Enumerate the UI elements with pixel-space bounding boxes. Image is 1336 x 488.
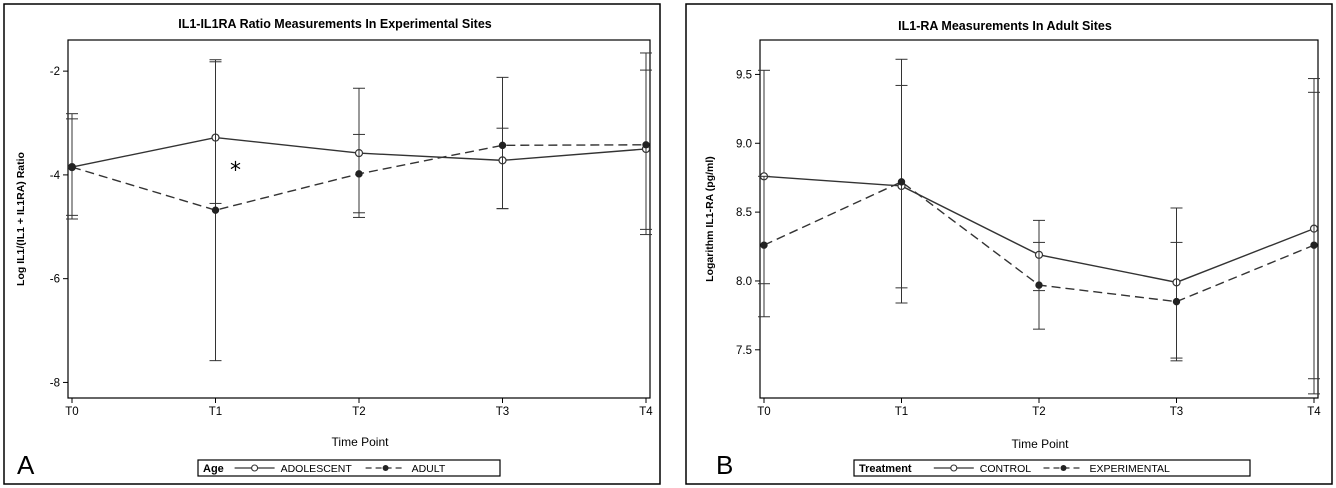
- x-axis-label: Time Point: [1012, 437, 1070, 451]
- x-tick-label: T1: [209, 406, 222, 418]
- x-tick-label: T2: [352, 406, 365, 418]
- y-axis-label: Logarithm IL1-RA (pg/ml): [704, 156, 716, 282]
- chart-panel-a: IL1-IL1RA Ratio Measurements In Experime…: [3, 3, 661, 485]
- x-tick-label: T4: [1307, 406, 1321, 418]
- chart-title: IL1-RA Measurements In Adult Sites: [898, 19, 1112, 33]
- data-point: [1310, 241, 1318, 249]
- y-tick-label: -2: [50, 66, 60, 78]
- data-point: [498, 141, 507, 150]
- legend-frame: [853, 459, 1251, 477]
- x-tick-label: T0: [757, 406, 770, 418]
- legend-entry-adult: ADULT: [412, 463, 446, 475]
- legend-marker: [251, 464, 259, 472]
- data-point: [897, 178, 906, 186]
- chart-title: IL1-IL1RA Ratio Measurements In Experime…: [178, 17, 492, 31]
- y-tick-label: 7.5: [736, 345, 752, 357]
- legend-entry-experimental: EXPERIMENTAL: [1090, 463, 1170, 475]
- panel-label: A: [17, 450, 35, 480]
- y-tick-label: 8.5: [736, 207, 752, 219]
- x-tick-label: T4: [639, 406, 653, 418]
- legend-frame: [197, 459, 501, 477]
- y-tick-label: 8.0: [736, 276, 752, 288]
- data-point: [1035, 281, 1043, 289]
- series-adult: [66, 52, 652, 362]
- chart-panel-b: IL1-RA Measurements In Adult Sites B T0 T1 T…: [685, 3, 1333, 485]
- legend-title: Age: [203, 463, 224, 475]
- y-tick-label: -8: [50, 377, 60, 389]
- legend: Age ADOLESCENT ADULT: [197, 459, 501, 477]
- x-tick-label: T1: [895, 406, 908, 418]
- panel-label: B: [716, 450, 733, 480]
- legend-marker: [950, 464, 958, 472]
- x-tick-label: T2: [1032, 406, 1045, 418]
- legend-entry-adolescent: ADOLESCENT: [281, 463, 353, 475]
- significance-annotation: *: [230, 159, 241, 184]
- series-experimental: [758, 58, 1320, 395]
- y-tick-label: 9.0: [736, 138, 752, 150]
- x-tick-label: T3: [496, 406, 509, 418]
- y-tick-label: -6: [50, 274, 60, 286]
- data-point: [355, 170, 363, 178]
- data-point: [760, 241, 768, 249]
- legend: Treatment CONTROL EXPERIMENTAL: [853, 459, 1251, 477]
- legend-entry-control: CONTROL: [980, 463, 1031, 475]
- y-axis-label: Log IL1/(IL1 + IL1RA) Ratio: [15, 152, 27, 286]
- legend-marker: [382, 465, 389, 471]
- legend-title: Treatment: [859, 463, 912, 475]
- y-tick-label: 9.5: [736, 69, 752, 81]
- y-tick-label: -4: [50, 170, 61, 182]
- legend-marker: [1060, 465, 1067, 471]
- x-tick-label: T0: [65, 406, 78, 418]
- data-point: [642, 141, 650, 149]
- x-tick-label: T3: [1170, 406, 1183, 418]
- panel-frame: [685, 3, 1333, 485]
- data-point: [1172, 297, 1181, 306]
- data-point: [68, 163, 76, 171]
- panel-frame: [3, 3, 661, 485]
- data-point: [211, 206, 220, 214]
- x-axis-label: Time Point: [332, 435, 390, 449]
